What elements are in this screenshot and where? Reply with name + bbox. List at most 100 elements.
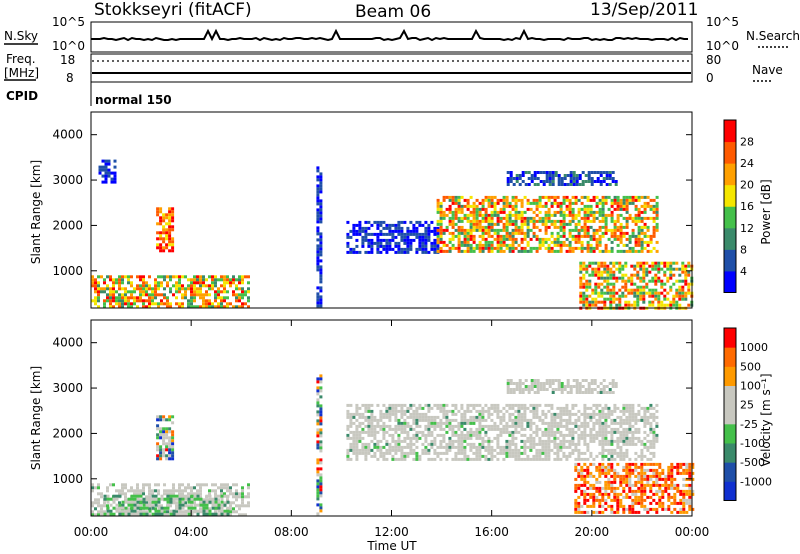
data-cell [544,228,548,232]
data-cell [430,442,434,446]
data-cell [97,296,100,300]
data-cell [91,486,94,490]
data-cell [582,303,586,307]
data-cell [165,216,169,220]
data-cell [412,448,416,452]
data-cell [530,177,534,180]
data-cell [187,284,190,288]
data-cell [97,293,100,297]
data-cell [532,442,536,446]
data-cell [520,403,524,407]
data-cell [598,418,602,422]
data-cell [652,231,656,235]
data-cell [589,225,593,229]
data-cell [631,501,635,505]
data-cell [442,231,446,235]
data-cell [648,279,652,283]
data-cell [613,409,617,413]
data-cell [622,231,626,235]
data-cell [640,249,644,253]
data-cell [187,497,191,501]
data-cell [165,246,169,250]
data-cell [394,445,398,449]
data-cell [603,261,607,265]
data-cell [370,421,374,425]
data-cell [469,228,473,232]
data-cell [574,237,578,241]
data-cell [394,406,398,410]
data-cell [382,220,386,224]
data-cell [457,216,461,220]
data-cell [112,290,115,294]
data-cell [536,385,540,388]
data-cell [628,418,632,422]
data-cell [457,243,461,247]
data-cell [220,497,224,501]
data-cell [163,497,167,501]
data-cell [580,249,584,253]
data-cell [685,510,689,514]
data-cell [196,509,200,513]
data-cell [637,418,641,422]
data-cell [538,436,542,440]
data-cell [220,290,223,294]
data-cell [142,275,145,279]
data-cell [622,477,626,481]
data-cell [409,406,413,410]
data-cell [565,421,569,425]
data-cell [316,467,320,471]
data-cell [604,201,608,205]
data-cell [607,424,611,428]
data-cell [400,430,404,434]
data-cell [565,249,569,253]
data-cell [490,451,494,455]
data-cell [223,275,226,279]
data-cell [610,204,614,208]
data-cell [691,477,695,481]
data-cell [643,468,647,472]
data-cell [226,500,230,504]
data-cell [241,278,244,282]
data-cell [385,232,389,236]
data-cell [367,232,371,236]
data-cell [589,474,593,478]
data-cell [509,379,513,382]
data-cell [475,415,479,419]
data-cell [661,477,665,481]
data-cell [235,504,238,508]
data-cell [609,282,613,286]
data-cell [469,433,473,437]
data-cell [472,430,476,434]
data-cell [598,427,602,431]
data-cell [651,279,655,283]
data-cell [569,385,573,388]
data-cell [640,406,644,410]
data-cell [615,267,619,271]
data-cell [598,210,602,214]
data-cell [358,424,362,428]
data-cell [442,427,446,431]
data-cell [319,301,323,305]
data-cell [418,238,422,242]
data-cell [247,296,250,300]
data-cell [639,261,643,265]
data-cell [613,222,617,226]
data-cell [585,300,589,304]
data-cell [91,504,94,508]
data-cell [628,237,632,241]
data-cell [502,234,506,238]
data-cell [484,213,488,217]
data-cell [646,415,650,419]
data-cell [568,210,572,214]
data-cell [535,424,539,428]
data-cell [556,451,560,455]
data-cell [637,495,641,499]
data-cell [171,421,175,425]
data-cell [427,235,431,239]
freq-tick-top: 18 [60,53,75,67]
data-cell [556,406,560,410]
data-cell [535,207,539,211]
data-cell [652,234,656,238]
data-cell [355,412,359,416]
data-cell [527,385,531,388]
